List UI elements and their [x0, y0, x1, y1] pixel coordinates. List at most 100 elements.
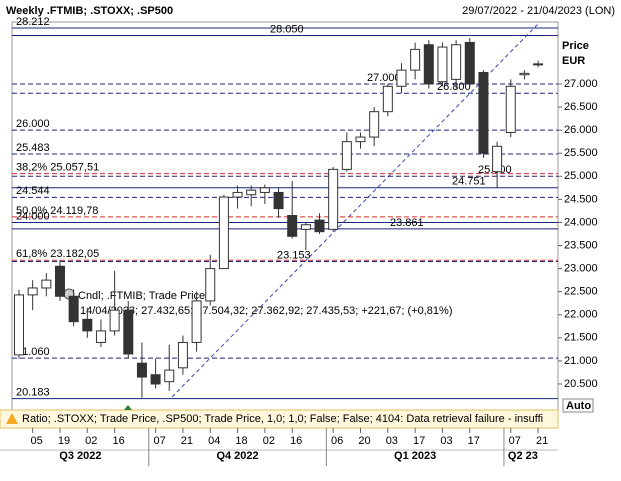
warning-icon [6, 413, 18, 424]
y-tick-label: 24.500 [564, 193, 598, 205]
x-tick-label: 07 [153, 435, 165, 447]
candle-body [205, 268, 216, 302]
level-label: 24.751 [452, 176, 486, 188]
status-bar [0, 409, 559, 429]
candle-body [314, 219, 325, 233]
candle-body [123, 309, 134, 355]
level-label: 21.060 [16, 346, 50, 358]
y-tick-label: 24.000 [564, 216, 598, 228]
x-tick-label: 03 [440, 435, 452, 447]
candle-body [232, 191, 243, 198]
tooltip-line: Cndl; .FTMIB; Trade Price [78, 290, 205, 302]
candle-body [191, 300, 202, 343]
candle-body [41, 279, 52, 289]
candle-body [328, 168, 339, 230]
candle-body [218, 196, 229, 270]
x-tick-label: 06 [331, 435, 343, 447]
y-tick-label: 23.000 [564, 262, 598, 274]
x-tick-label: 18 [235, 435, 247, 447]
candle-body [423, 44, 434, 85]
y-tick-label: 27.000 [564, 78, 598, 90]
y-tick-label: 22.500 [564, 286, 598, 298]
status-message: Ratio; .STOXX; Trade Price, .SP500; Trad… [22, 413, 543, 425]
candle-body [492, 145, 503, 173]
level-label: 28.212 [16, 16, 50, 28]
x-tick-label: 16 [112, 435, 124, 447]
y-tick-label: 20.500 [564, 378, 598, 390]
level-label: 27.000 [367, 72, 401, 84]
candle-body [410, 48, 421, 71]
x-tick-label: 20 [358, 435, 370, 447]
candle-body [519, 72, 530, 76]
x-tick-label: 05 [31, 435, 43, 447]
level-label: 20.183 [16, 387, 50, 399]
x-tick-label: 21 [181, 435, 193, 447]
candle-body [355, 136, 366, 143]
candle-body [478, 71, 489, 154]
x-tick-label: 19 [58, 435, 70, 447]
y-tick-label: 21.000 [564, 355, 598, 367]
candle-body [136, 362, 147, 378]
y-tick-label: 25.500 [564, 147, 598, 159]
x-tick-label: 21 [536, 435, 548, 447]
candle-body [54, 265, 65, 297]
candle-body [82, 318, 93, 332]
level-label: 26.000 [16, 118, 50, 130]
candle-body [369, 111, 380, 138]
quarter-label: Q4 2022 [216, 450, 258, 462]
level-label: 23.153 [277, 249, 311, 261]
x-tick-label: 04 [208, 435, 220, 447]
level-label: 23.861 [390, 217, 424, 229]
x-tick-label: 02 [85, 435, 97, 447]
x-tick-label: 03 [386, 435, 398, 447]
currency: EUR [562, 55, 585, 67]
level-label: 26.800 [437, 81, 471, 93]
candle-body [273, 191, 284, 210]
candle-body [505, 85, 516, 133]
candle-body [382, 85, 393, 113]
axis-title: Price [562, 40, 589, 52]
x-tick-label: 07 [509, 435, 521, 447]
x-tick-label: 16 [290, 435, 302, 447]
candle-body [164, 369, 175, 383]
y-tick-label: 25.000 [564, 170, 598, 182]
level-label: 50,0% 24.119,78 [16, 205, 98, 217]
level-label: 24.000 [16, 210, 50, 222]
marker [124, 405, 132, 410]
level-label: 24.544 [16, 185, 50, 197]
level-label: 25.483 [16, 142, 50, 154]
candle-body [464, 41, 475, 85]
candle-body [533, 63, 544, 66]
candle-body [246, 189, 257, 196]
candle-body [341, 141, 352, 170]
candle-body [27, 287, 38, 296]
candle-body [300, 224, 311, 230]
candle-body [109, 309, 120, 332]
candle-body [150, 374, 161, 385]
level-label: 38,2% 25.057,51 [16, 162, 99, 174]
candle-body [14, 294, 24, 356]
level-label: 28.050 [270, 23, 304, 35]
y-tick-label: 26.500 [564, 101, 598, 113]
y-tick-label: 21.500 [564, 332, 598, 344]
level-label: 61,8% 23.182,05 [16, 248, 99, 260]
auto-button[interactable] [562, 398, 594, 413]
candle-body [287, 215, 298, 237]
candle-body [396, 69, 407, 87]
auto-label: Auto [566, 400, 591, 412]
candle-body [259, 187, 270, 193]
x-tick-label: 17 [468, 435, 480, 447]
candle-body [437, 46, 448, 83]
quarter-label: Q3 2022 [59, 450, 101, 462]
x-tick-label: 02 [263, 435, 275, 447]
y-tick-label: 26.000 [564, 124, 598, 136]
y-tick-label: 23.500 [564, 239, 598, 251]
tooltip-line: 14/04/2023; 27.432,65; 27.504,32; 27.362… [80, 305, 452, 317]
candle-body [68, 295, 79, 323]
y-tick-label: 22.000 [564, 309, 598, 321]
date-range: 29/07/2022 - 21/04/2023 (LON) [462, 5, 615, 17]
quarter-label: Q1 2023 [394, 450, 436, 462]
chart-title: Weekly .FTMIB; .STOXX; .SP500 [6, 5, 173, 17]
